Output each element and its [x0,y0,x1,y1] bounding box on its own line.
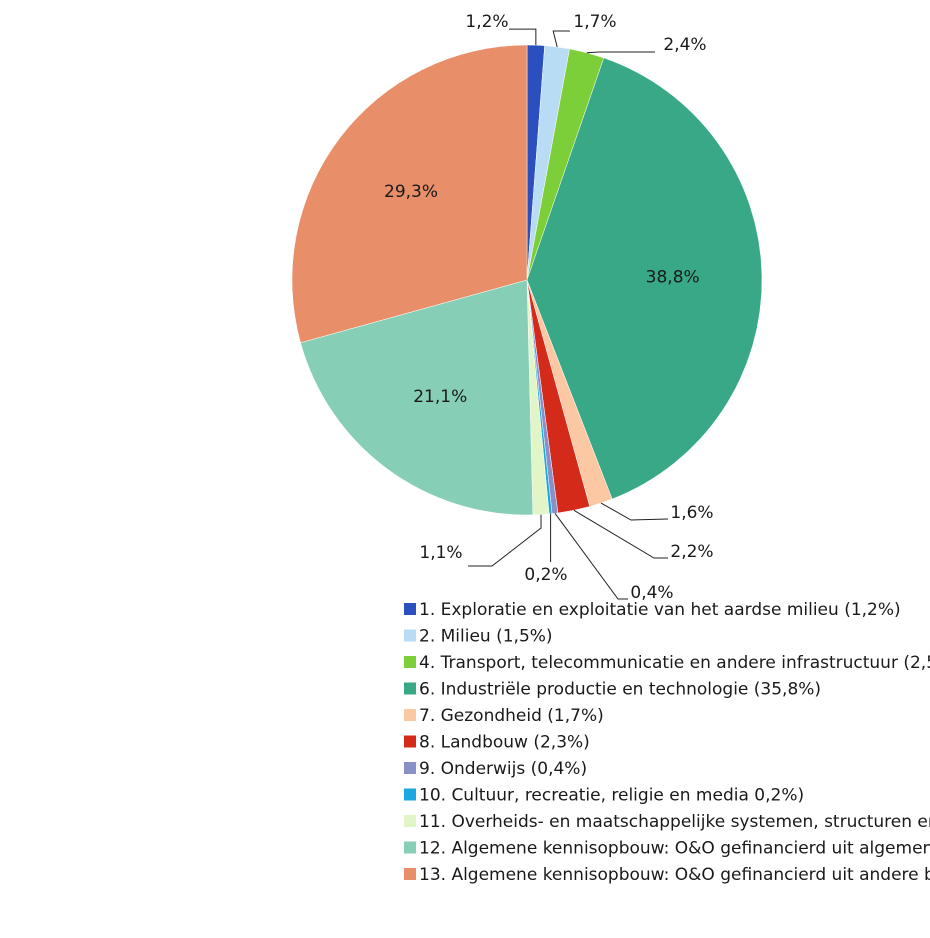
legend-swatch [404,788,416,801]
leader-line [552,30,570,48]
data-label: 2,4% [663,35,706,55]
data-label: 1,1% [419,543,462,563]
legend-swatch [404,735,416,748]
legend-swatch [404,815,416,827]
legend-swatch [404,682,416,695]
legend-label: 10. Cultuur, recreatie, religie en media… [419,786,804,806]
pie-slice [291,44,528,344]
data-label: 1,2% [465,12,508,32]
legend-swatch [404,656,416,668]
pie-slice [300,279,534,516]
legend-label: 2. Milieu (1,5%) [419,627,553,647]
legend-label: 1. Exploratie en exploitatie van het aar… [419,600,901,620]
legend-swatch [404,841,416,854]
legend-swatch [404,709,416,721]
data-label: 0,4% [630,583,673,603]
legend-label: 8. Landbouw (2,3%) [419,733,590,753]
legend-swatch [404,868,416,880]
leader-line [554,513,628,600]
data-label: 0,2% [524,565,567,585]
leader-line [586,51,655,54]
legend-label: 7. Gezondheid (1,7%) [419,706,604,726]
leader-line [468,514,542,567]
leader-line [600,502,669,521]
legend-swatch [404,603,416,615]
data-label: 1,6% [670,503,713,523]
data-label: 29,3% [384,182,438,202]
data-label: 1,7% [573,12,616,32]
legend-label: 4. Transport, telecommunicatie en andere… [419,653,930,673]
legend-label: 11. Overheids- en maatschappelijke syste… [419,812,930,832]
leader-line [509,28,537,46]
data-label: 2,2% [670,542,713,562]
legend-label: 13. Algemene kennisopbouw: O&O gefinanci… [419,865,930,885]
leader-line [573,509,668,559]
legend-swatch [404,762,416,774]
legend-label: 12. Algemene kennisopbouw: O&O gefinanci… [419,839,930,859]
legend-label: 9. Onderwijs (0,4%) [419,759,587,779]
legend-label: 6. Industriële productie en technologie … [419,680,821,700]
legend-swatch [404,629,416,642]
data-label: 38,8% [646,267,700,287]
pie-slice [526,57,763,500]
data-label: 21,1% [413,387,467,407]
